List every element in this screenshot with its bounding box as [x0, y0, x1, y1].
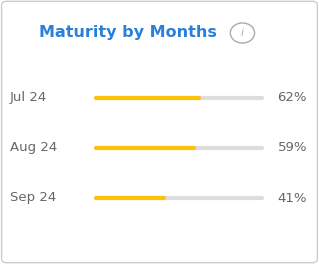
Text: 41%: 41% — [278, 191, 307, 205]
Text: Maturity by Months: Maturity by Months — [39, 26, 217, 40]
Text: Jul 24: Jul 24 — [10, 91, 47, 104]
Text: Aug 24: Aug 24 — [10, 141, 57, 154]
Text: 59%: 59% — [278, 141, 307, 154]
Text: i: i — [241, 28, 244, 38]
Text: Sep 24: Sep 24 — [10, 191, 56, 205]
Text: 62%: 62% — [278, 91, 307, 104]
